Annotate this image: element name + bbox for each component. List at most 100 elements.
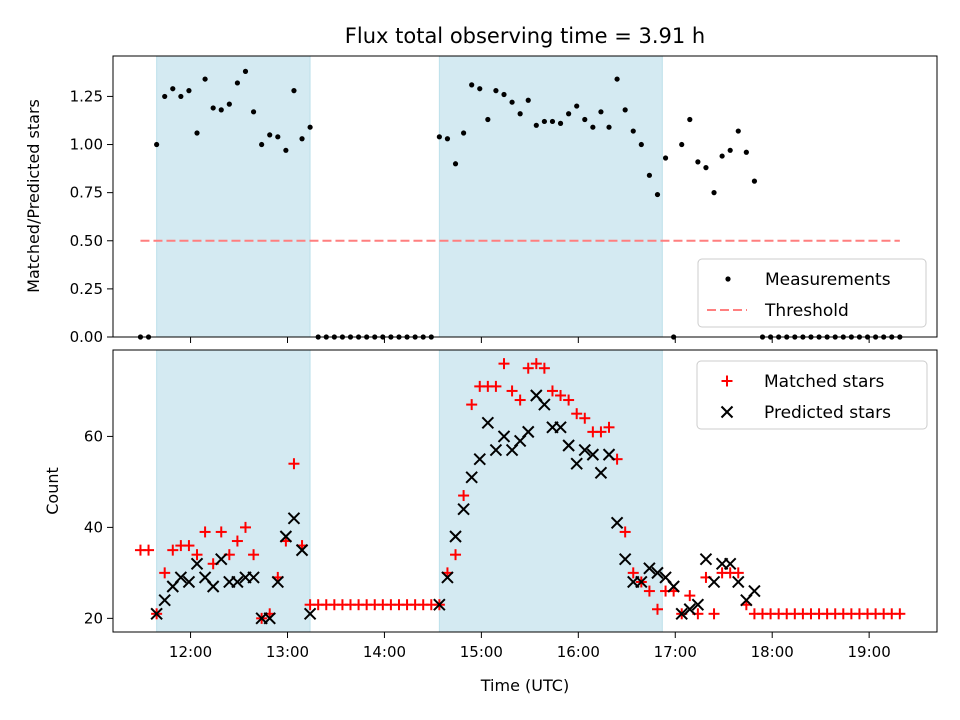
predicted-star-point [481,416,495,429]
predicted-star-point [522,425,535,439]
predicted-star-point [699,553,713,566]
measurement-point [525,97,531,103]
predicted-star-point [158,593,171,607]
top-y-tick-label: 0.00 [70,328,103,346]
measurement-point [751,178,758,184]
predicted-star-point [433,598,446,611]
matched-star-point [643,585,655,597]
predicted-star-point [618,553,632,566]
x-tick-label: 19:00 [848,643,891,661]
legend-matched-marker [721,375,733,387]
predicted-star-point [554,421,567,434]
legend-predicted-marker [720,405,734,419]
predicted-star-point [578,443,591,457]
matched-star-point [458,490,470,502]
measurement-point [638,141,644,148]
bottom-y-tick-label: 20 [84,609,103,627]
matched-star-point [627,567,639,579]
measurement-point [469,82,475,88]
matched-star-point [167,544,179,556]
measurement-point [477,86,483,92]
measurement-point [517,111,523,117]
predicted-star-point [465,471,478,484]
measurement-point [574,103,580,109]
predicted-star-point [271,575,285,589]
measurement-point [485,116,491,123]
predicted-star-point [489,443,503,457]
matched-star-point [466,399,478,411]
predicted-star-point [206,580,220,593]
predicted-star-point [610,516,624,530]
predicted-star-point [651,566,664,580]
x-tick-label: 15:00 [460,643,503,661]
legend-label: Threshold [764,301,849,321]
measurement-point [444,136,451,142]
matched-star-point [684,590,696,602]
predicted-star-point [473,452,486,466]
top-y-tick-label: 0.50 [70,232,103,250]
chart-title: Flux total observing time = 3.91 h [345,24,705,48]
measurement-point [566,111,572,117]
predicted-star-point [748,584,761,598]
predicted-star-point [174,571,188,584]
matched-star-point [579,412,591,424]
matched-star-point [595,426,607,438]
measurement-point [267,132,273,138]
bottom-y-axis-label: Count [43,467,62,515]
bottom-y-tick-label: 40 [84,518,103,536]
legend-label: Matched stars [764,372,884,392]
predicted-star-point [667,580,680,593]
top-axes-frame [112,55,938,338]
top-observing-window-1 [156,55,311,338]
predicted-star-point [594,466,608,480]
measurement-point [590,124,596,130]
measurement-point [436,134,442,140]
matched-star-point [490,380,502,392]
measurement-point [291,88,297,94]
measurement-point [509,99,515,105]
matched-star-point [555,389,567,401]
measurement-point [493,88,499,94]
predicted-star-point [190,557,204,570]
measurement-point [170,86,176,92]
measurement-point [662,155,669,161]
x-tick-label: 16:00 [557,643,600,661]
top-y-axis-label: Matched/Predicted stars [24,99,43,293]
predicted-star-point [570,457,583,470]
measurement-point [582,116,588,123]
measurement-point [533,122,539,128]
measurement-point [735,128,741,134]
matched-star-point [288,458,300,470]
measurement-point [687,116,693,123]
measurement-point [259,141,265,148]
predicted-star-point [279,530,293,543]
measurement-point [695,159,701,165]
measurement-point [679,141,685,148]
predicted-star-point [707,575,721,589]
matched-star-point [159,567,171,579]
measurement-point [202,76,208,82]
measurement-point [719,153,725,159]
predicted-star-point [182,575,196,589]
measurement-point [461,130,467,136]
measurement-point [283,147,289,153]
bottom-observing-window-2 [438,349,663,633]
predicted-star-point [643,562,656,575]
measurement-point [646,172,653,178]
bottom-axes-frame [112,349,938,633]
top-y-tick-label: 1.00 [70,136,103,154]
measurement-point [703,165,709,171]
matched-star-point [538,362,550,374]
matched-star-point [708,608,720,620]
measurement-point [711,190,717,196]
legend-label: Measurements [765,270,891,290]
predicted-star-point [723,557,737,570]
bottom-observing-window-1 [156,349,311,633]
predicted-star-point [691,598,705,611]
measurement-point [226,101,232,107]
measurement-point [727,147,733,153]
x-tick-label: 17:00 [654,643,697,661]
measurement-point [186,88,192,94]
predicted-star-point [732,575,745,589]
matched-star-point [571,408,583,420]
